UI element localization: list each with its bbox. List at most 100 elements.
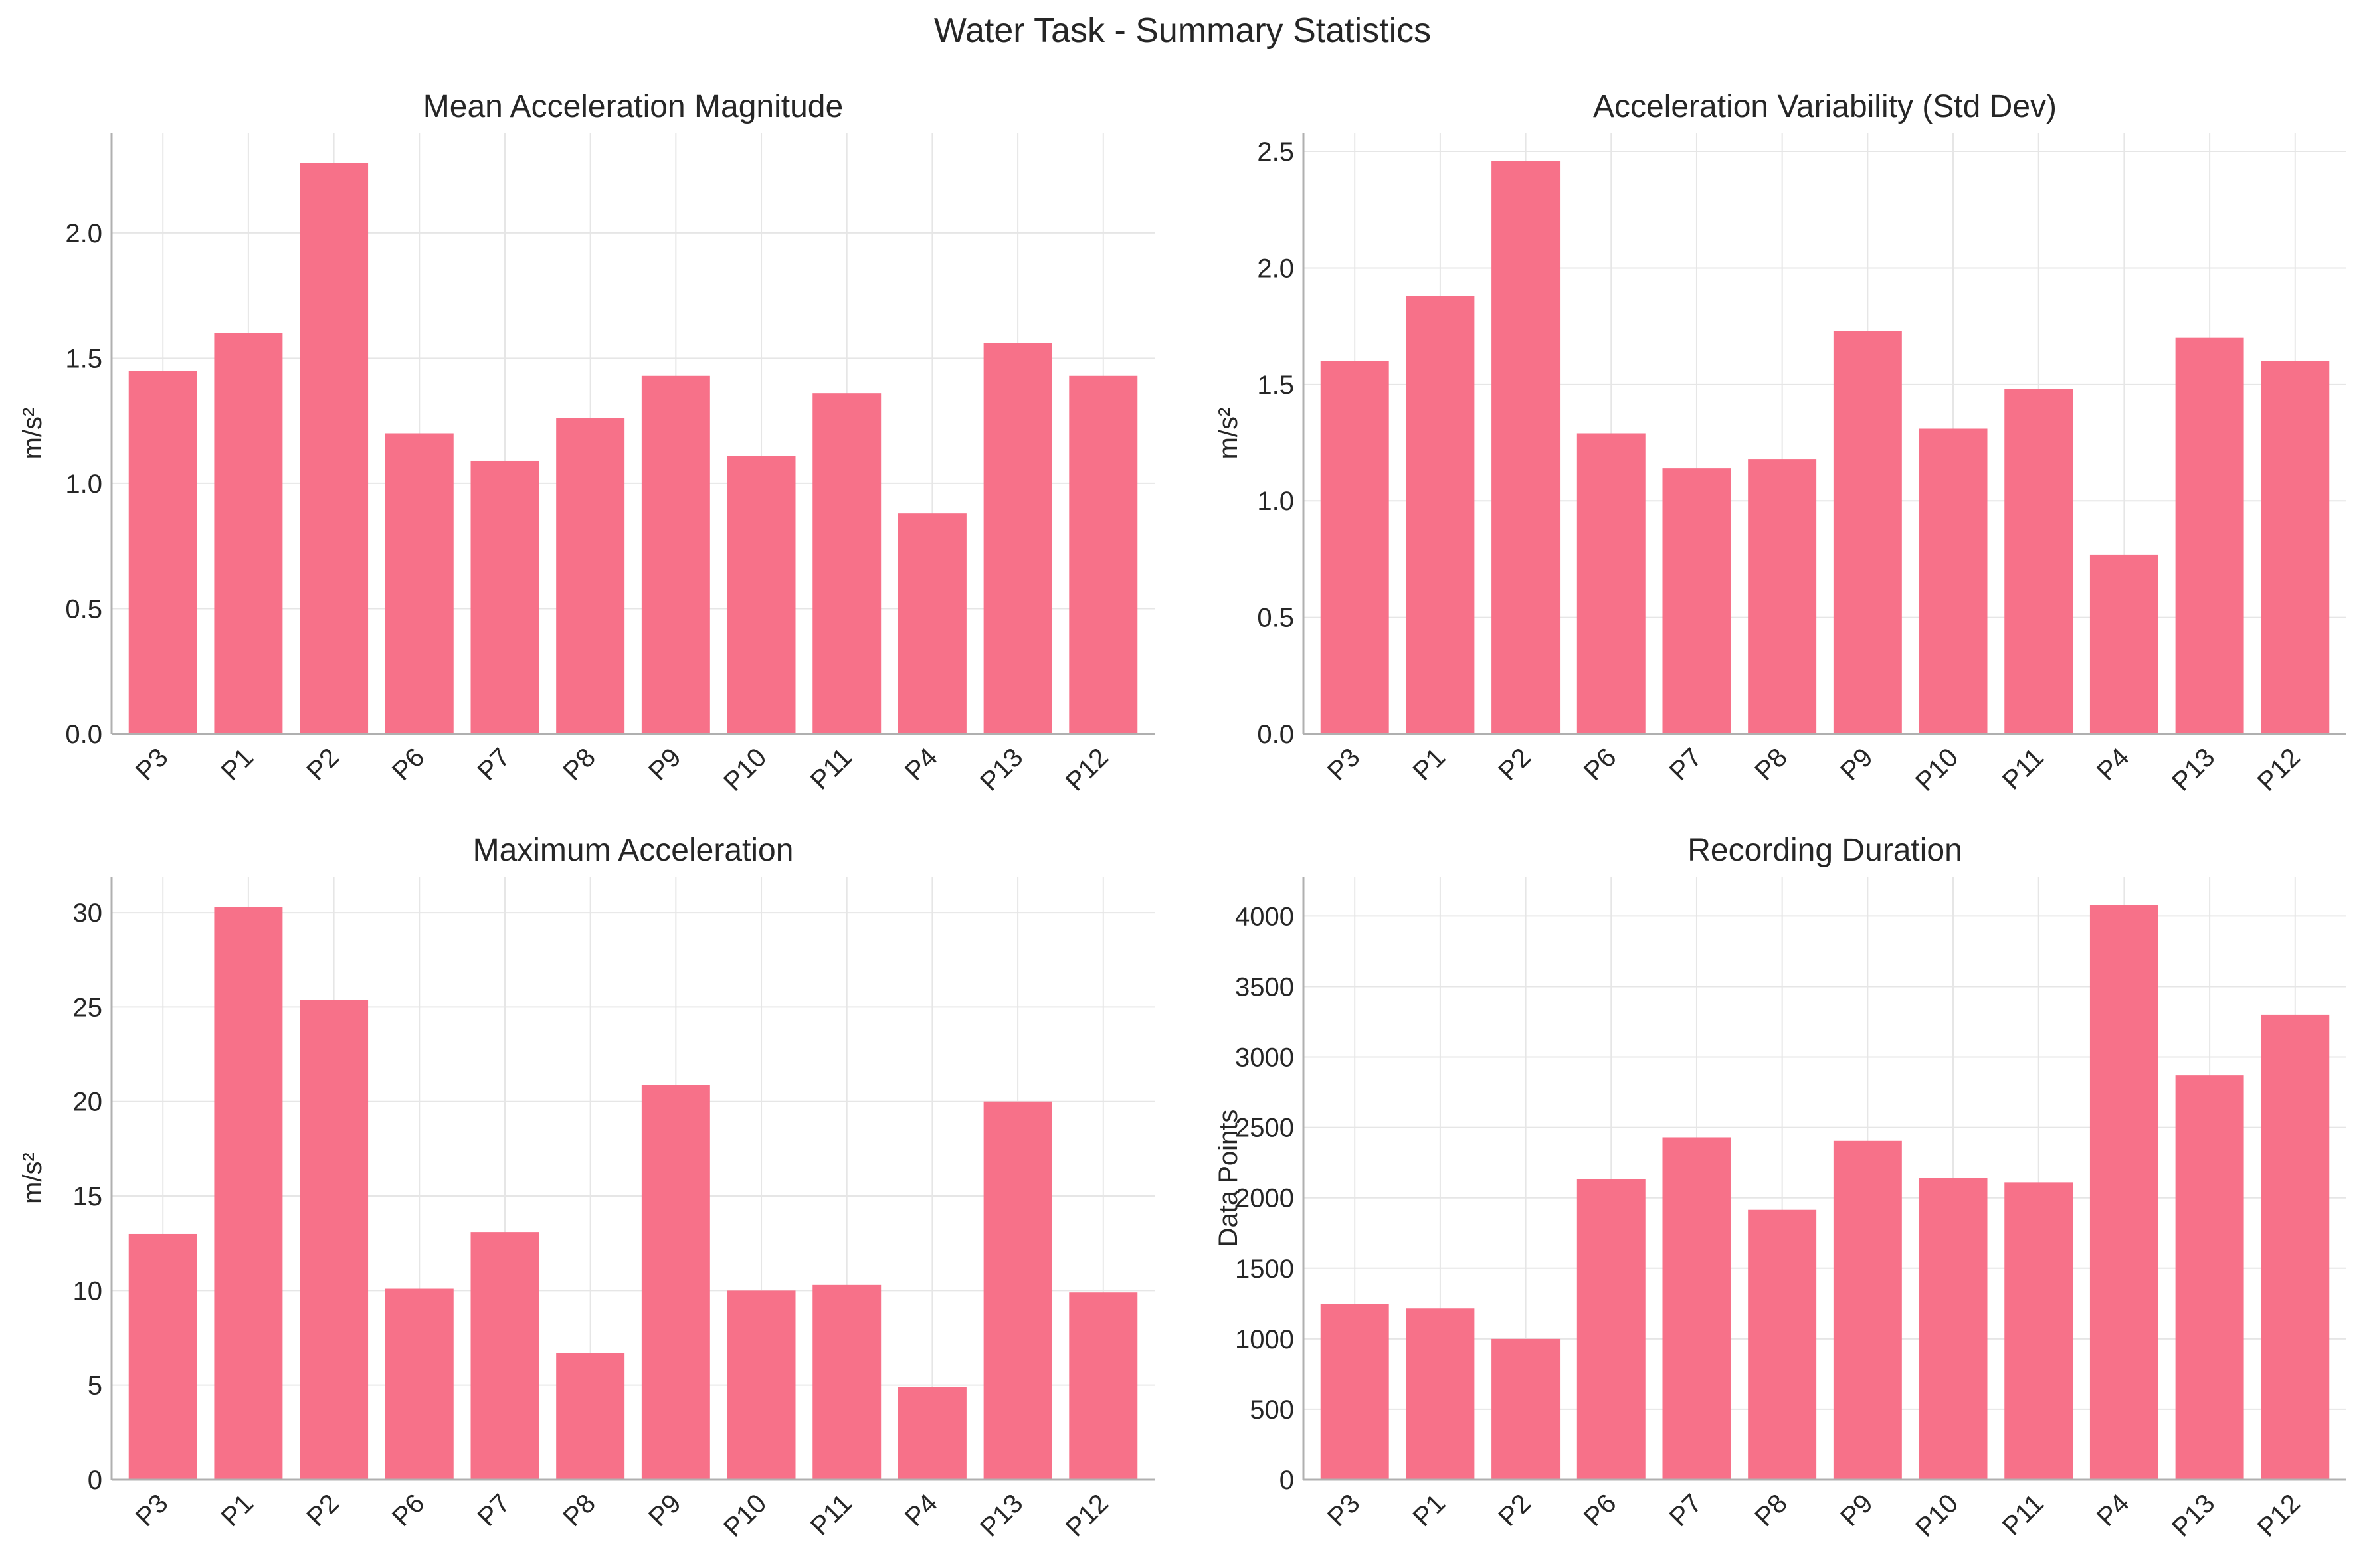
bar-p6 bbox=[1576, 1179, 1646, 1480]
bar-p7 bbox=[470, 460, 539, 734]
bar-p8 bbox=[1748, 1209, 1817, 1480]
y-tick-label: 2000 bbox=[1235, 1184, 1294, 1213]
y-axis-label: m/s² bbox=[1214, 408, 1243, 460]
bar-p6 bbox=[385, 433, 454, 734]
y-tick-label: 2.0 bbox=[65, 219, 102, 248]
bar-p10 bbox=[1919, 1178, 1988, 1480]
bar-p13 bbox=[2175, 337, 2244, 735]
bar-p12 bbox=[2261, 361, 2330, 734]
y-tick-label: 3500 bbox=[1235, 972, 1294, 1002]
bar-p4 bbox=[898, 1387, 967, 1480]
figure-title: Water Task - Summary Statistics bbox=[933, 11, 1432, 50]
y-tick-label: 0 bbox=[88, 1466, 102, 1495]
x-tick-label: P10 bbox=[1910, 1488, 1964, 1542]
bar-p8 bbox=[556, 418, 625, 734]
bar-p12 bbox=[1069, 375, 1138, 734]
y-tick-label: 1.5 bbox=[1257, 371, 1294, 400]
y-axis-label: Data Points bbox=[1214, 1110, 1243, 1247]
bar-p10 bbox=[727, 456, 796, 734]
x-tick-label: P8 bbox=[1749, 1488, 1793, 1532]
y-tick-label: 5 bbox=[88, 1371, 102, 1401]
bar-p11 bbox=[2004, 1182, 2073, 1480]
bar-p3 bbox=[1320, 361, 1389, 734]
x-tick-label: P1 bbox=[1408, 1488, 1452, 1532]
x-tick-label: P11 bbox=[1997, 1488, 2049, 1541]
x-tick-label: P6 bbox=[1578, 1488, 1622, 1532]
bar-p11 bbox=[812, 1284, 882, 1480]
bar-p8 bbox=[556, 1353, 625, 1480]
bar-p9 bbox=[1833, 1140, 1902, 1480]
bar-p1 bbox=[214, 907, 283, 1480]
y-tick-label: 1000 bbox=[1235, 1325, 1294, 1354]
chart-title: Maximum Acceleration bbox=[473, 833, 794, 868]
x-tick-label: P2 bbox=[1493, 1488, 1537, 1532]
x-tick-label: P3 bbox=[1322, 1488, 1366, 1532]
chart-title: Mean Acceleration Magnitude bbox=[423, 89, 843, 124]
bar-p7 bbox=[470, 1232, 539, 1480]
y-tick-label: 25 bbox=[73, 993, 103, 1022]
y-tick-label: 0.5 bbox=[65, 594, 102, 624]
y-tick-label: 0.5 bbox=[1257, 604, 1294, 633]
bar-p9 bbox=[1833, 331, 1902, 734]
y-tick-label: 30 bbox=[73, 899, 103, 928]
bar-p13 bbox=[983, 1101, 1052, 1480]
y-tick-label: 0.0 bbox=[1257, 720, 1294, 749]
bar-p2 bbox=[300, 163, 369, 734]
bar-p4 bbox=[2089, 554, 2158, 734]
y-tick-label: 3000 bbox=[1235, 1043, 1294, 1073]
y-axis-label: m/s² bbox=[18, 408, 47, 460]
bar-p9 bbox=[641, 1085, 710, 1480]
bar-p6 bbox=[385, 1288, 454, 1480]
y-tick-label: 20 bbox=[73, 1088, 103, 1117]
chart-title: Acceleration Variability (Std Dev) bbox=[1593, 89, 2057, 124]
bar-p13 bbox=[983, 343, 1052, 734]
bar-p13 bbox=[2175, 1075, 2244, 1480]
bar-p4 bbox=[2089, 905, 2158, 1480]
y-tick-label: 2.5 bbox=[1257, 137, 1294, 167]
y-tick-label: 1500 bbox=[1235, 1255, 1294, 1284]
y-tick-label: 0.0 bbox=[65, 720, 102, 749]
bar-p9 bbox=[641, 375, 710, 734]
bar-p10 bbox=[1919, 428, 1988, 734]
bar-p2 bbox=[1491, 1338, 1561, 1480]
y-tick-label: 1.5 bbox=[65, 344, 102, 373]
bar-p1 bbox=[1406, 296, 1475, 735]
bar-p1 bbox=[214, 333, 283, 735]
x-tick-label: P12 bbox=[2252, 1488, 2306, 1542]
chart-title: Recording Duration bbox=[1687, 833, 1962, 868]
y-axis-label: m/s² bbox=[18, 1152, 47, 1204]
y-tick-label: 1.0 bbox=[65, 470, 102, 499]
bar-p3 bbox=[128, 1233, 197, 1480]
bar-p2 bbox=[1491, 161, 1561, 734]
x-tick-label: P7 bbox=[1664, 1488, 1708, 1532]
x-tick-label: P13 bbox=[2166, 1488, 2220, 1542]
bar-p10 bbox=[727, 1290, 796, 1480]
bar-p11 bbox=[812, 393, 882, 734]
y-tick-label: 0 bbox=[1279, 1466, 1294, 1495]
y-tick-label: 10 bbox=[73, 1276, 103, 1306]
y-tick-label: 2500 bbox=[1235, 1114, 1294, 1143]
x-tick-label: P9 bbox=[1835, 1488, 1879, 1532]
bar-p8 bbox=[1748, 459, 1817, 734]
bar-p7 bbox=[1662, 1137, 1731, 1480]
bar-p11 bbox=[2004, 389, 2073, 734]
bar-p12 bbox=[1069, 1292, 1138, 1480]
y-tick-label: 1.0 bbox=[1257, 487, 1294, 516]
bar-p6 bbox=[1576, 433, 1646, 734]
bar-p4 bbox=[898, 513, 967, 734]
bar-p12 bbox=[2261, 1014, 2330, 1480]
bar-p2 bbox=[300, 1000, 369, 1480]
y-tick-label: 500 bbox=[1250, 1395, 1294, 1425]
y-tick-label: 4000 bbox=[1235, 902, 1294, 931]
y-tick-label: 2.0 bbox=[1257, 254, 1294, 283]
bar-p3 bbox=[128, 371, 197, 734]
bar-p1 bbox=[1406, 1308, 1475, 1480]
x-tick-label: P4 bbox=[2091, 1488, 2135, 1532]
bar-p7 bbox=[1662, 468, 1731, 734]
y-tick-label: 15 bbox=[73, 1182, 103, 1211]
